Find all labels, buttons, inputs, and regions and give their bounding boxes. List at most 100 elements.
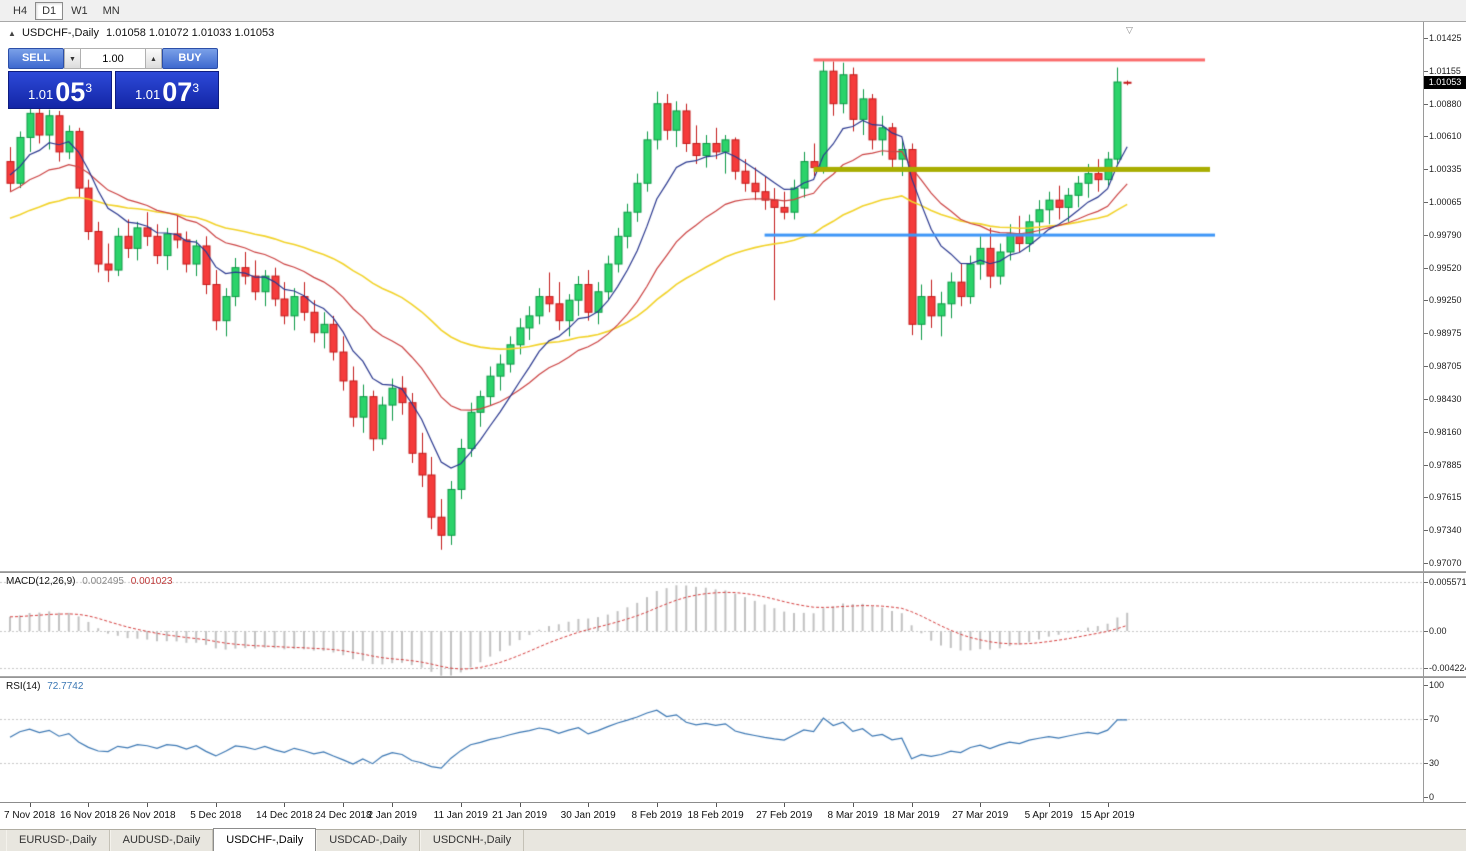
axis-label: 0.98160 [1429,426,1462,437]
axis-tick [1424,235,1428,237]
chart-tab[interactable]: AUDUSD-,Daily [109,830,214,851]
date-axis-label: 5 Apr 2019 [1024,810,1073,821]
date-axis-tick [392,803,394,807]
sell-button[interactable]: SELL [8,48,64,69]
date-axis-label: 27 Feb 2019 [756,810,813,821]
timeframe-button-W1[interactable]: W1 [64,2,95,20]
axis-label: 0.98705 [1429,360,1462,371]
date-axis-tick [29,803,31,807]
axis-label: 1.00880 [1429,98,1462,109]
axis-label: 0.97615 [1429,492,1462,503]
trade-controls-row: SELL ▼ ▲ BUY [8,48,226,69]
axis-label: 1.00610 [1429,131,1462,142]
date-axis-label: 11 Jan 2019 [433,810,488,821]
date-axis-tick [147,803,149,807]
date-axis-label: 16 Nov 2018 [60,810,117,821]
buy-price-big: 07 [162,77,193,107]
axis-label: 1.01155 [1429,65,1461,76]
chevron-down-icon: ▼ [69,56,76,63]
buy-price-head: 1.01 [134,87,161,102]
date-axis-label: 7 Nov 2018 [4,810,56,821]
axis-label: 0.98975 [1429,328,1462,339]
date-axis-tick [519,803,521,807]
date-axis-tick [588,803,590,807]
date-axis-label: 8 Mar 2019 [827,810,879,821]
axis-label: 0.97340 [1429,525,1462,536]
axis-label: 0.99250 [1429,295,1462,306]
axis-tick [1424,497,1428,499]
date-axis-label: 8 Feb 2019 [631,810,683,821]
axis-tick [1424,70,1428,72]
trade-price-row: 1.01 05 3 1.01 07 3 [8,71,226,109]
chart-ohlc-values: 1.01058 1.01072 1.01033 1.01053 [106,27,275,39]
axis-label: 30 [1429,758,1440,769]
axis-tick [1424,365,1428,367]
buy-price-sup: 3 [192,81,200,95]
chart-shift-marker[interactable]: ▽ [1126,25,1133,35]
axis-label: 1.01425 [1429,33,1462,43]
sell-price-sup: 3 [85,81,93,95]
pane-divider[interactable] [0,676,1466,678]
sell-price-head: 1.01 [27,87,54,102]
date-axis-label: 26 Nov 2018 [118,810,176,821]
buy-price-display[interactable]: 1.01 07 3 [115,71,219,109]
date-axis-label: 14 Dec 2018 [256,810,313,821]
date-axis-tick [215,803,217,807]
axis-tick [1424,300,1428,302]
axis-label: 1.00335 [1429,164,1462,175]
macd-title: MACD(12,26,9) 0.002495 0.001023 [6,576,172,587]
chart-tab[interactable]: EURUSD-,Daily [6,830,110,851]
date-axis-label: 21 Jan 2019 [492,810,548,821]
date-axis-tick [715,803,717,807]
timeframe-button-D1[interactable]: D1 [35,1,64,20]
rsi-indicator-canvas[interactable] [0,678,1423,802]
date-axis-label: 2 Jan 2019 [367,810,417,821]
axis-label: 0.99790 [1429,230,1462,241]
volume-input[interactable] [81,48,145,69]
date-axis-label: 27 Mar 2019 [952,810,1009,821]
axis-label: 0.97885 [1429,459,1462,470]
date-axis-label: 15 Apr 2019 [1080,810,1135,821]
pane-divider[interactable] [0,571,1466,573]
date-axis-tick [460,803,462,807]
axis-label: 0.98430 [1429,394,1462,405]
volume-increase-button[interactable]: ▲ [145,48,162,69]
date-axis-label: 18 Feb 2019 [687,810,744,821]
axis-tick [1424,38,1428,39]
collapse-icon[interactable]: ▲ [8,29,16,38]
date-axis[interactable]: 7 Nov 2018 16 Nov 2018 26 Nov 2018 5 Dec 20… [0,802,1466,830]
chart-tab[interactable]: USDCAD-,Daily [316,830,420,851]
axis-label: 0.005571 [1429,576,1466,587]
axis-tick [1424,464,1428,466]
macd-indicator-canvas[interactable] [0,573,1423,676]
macd-signal-value: 0.001023 [130,576,173,587]
chart-tab[interactable]: USDCNH-,Daily [419,830,525,851]
axis-tick [1424,530,1428,532]
date-axis-tick [284,803,286,807]
sell-price-big: 05 [55,77,86,107]
chart-tabs-bar: EURUSD-,Daily AUDUSD-,Daily USDCHF-,Daily U… [0,828,1466,851]
volume-decrease-button[interactable]: ▼ [64,48,81,69]
axis-tick [1424,333,1428,335]
current-price-badge: 1.01053 [1424,76,1466,90]
axis-label: -0.004224 [1429,663,1466,674]
timeframe-button-H4[interactable]: H4 [6,2,34,20]
rsi-value: 72.7742 [47,681,84,692]
date-axis-label: 24 Dec 2018 [314,810,372,821]
rsi-title: RSI(14) 72.7742 [6,681,83,692]
timeframe-button-MN[interactable]: MN [96,2,127,20]
price-chart-canvas[interactable] [0,22,1423,571]
axis-tick [1424,763,1428,765]
axis-tick [1424,136,1428,138]
date-axis-label: 30 Jan 2019 [560,810,616,821]
chart-tab[interactable]: USDCHF-,Daily [213,828,317,851]
axis-tick [1424,169,1428,171]
date-axis-tick [656,803,658,807]
date-axis-label: 5 Dec 2018 [190,810,242,821]
axis-label: 100 [1429,680,1445,690]
axis-label: 0 [1429,792,1435,802]
sell-price-display[interactable]: 1.01 05 3 [8,71,112,109]
axis-tick [1424,103,1428,105]
buy-button[interactable]: BUY [162,48,218,69]
